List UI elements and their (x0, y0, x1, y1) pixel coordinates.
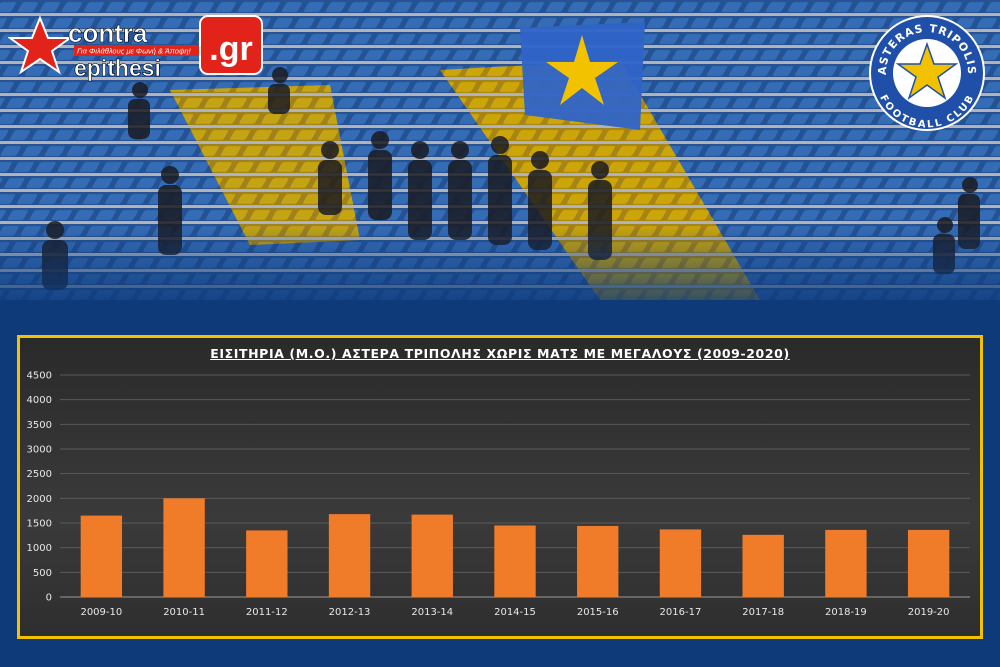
y-tick-label: 4000 (27, 395, 52, 406)
bar (246, 530, 288, 597)
x-tick-label: 2012-13 (329, 607, 371, 618)
brand-suffix: .gr (209, 30, 252, 68)
x-tick-label: 2015-16 (577, 607, 619, 618)
bar (577, 525, 619, 597)
bar (907, 529, 950, 597)
y-tick-label: 0 (46, 593, 52, 604)
y-tick-label: 2000 (27, 494, 52, 505)
star-icon (895, 41, 959, 100)
y-tick-label: 500 (33, 568, 52, 579)
y-tick-label: 3000 (27, 445, 52, 456)
bar-chart: 0 500 1000 1500 2000 2500 3000 3500 4000 4500 200… (27, 371, 970, 618)
x-tick-label: 2010-11 (163, 607, 205, 618)
x-tick-label: 2019-20 (908, 607, 950, 618)
bar (411, 514, 453, 597)
bar (659, 529, 702, 597)
chart-frame: ΕΙΣΙΤΗΡΙΑ (Μ.Ο.) ΑΣΤΕΡΑ ΤΡΙΠΟΛΗΣ ΧΩΡΙΣ Μ… (17, 335, 983, 639)
bar (163, 498, 205, 597)
x-tick-label: 2013-14 (411, 607, 453, 618)
red-star-icon (8, 15, 74, 75)
y-tick-label: 3500 (27, 420, 52, 431)
x-tick-label: 2018-19 (825, 607, 867, 618)
contraepithesi-logo: contra epithesi Για Φιλάθλους με Φωνή & … (8, 15, 263, 81)
x-tick-label: 2016-17 (660, 607, 702, 618)
x-tick-label: 2009-10 (80, 607, 122, 618)
x-tick-label: 2014-15 (494, 607, 536, 618)
chart-title: ΕΙΣΙΤΗΡΙΑ (Μ.Ο.) ΑΣΤΕΡΑ ΤΡΙΠΟΛΗΣ ΧΩΡΙΣ Μ… (210, 346, 790, 361)
bar (80, 515, 123, 597)
brand-word1: contra (68, 18, 148, 48)
x-tick-label: 2011-12 (246, 607, 288, 618)
asteras-tripolis-crest: ASTERAS TRIPOLIS FOOTBALL CLUB (869, 15, 985, 131)
bar (825, 529, 867, 597)
y-tick-label: 4500 (27, 371, 52, 382)
bar (494, 525, 536, 597)
brand-tagline: Για Φιλάθλους με Φωνή & Άποψη! (77, 47, 192, 56)
bar (328, 514, 371, 597)
y-tick-label: 1500 (27, 519, 52, 530)
y-tick-label: 2500 (27, 469, 52, 480)
bar (742, 534, 784, 597)
y-tick-label: 1000 (27, 543, 52, 554)
x-tick-label: 2017-18 (742, 607, 784, 618)
brand-word2: epithesi (74, 55, 161, 81)
